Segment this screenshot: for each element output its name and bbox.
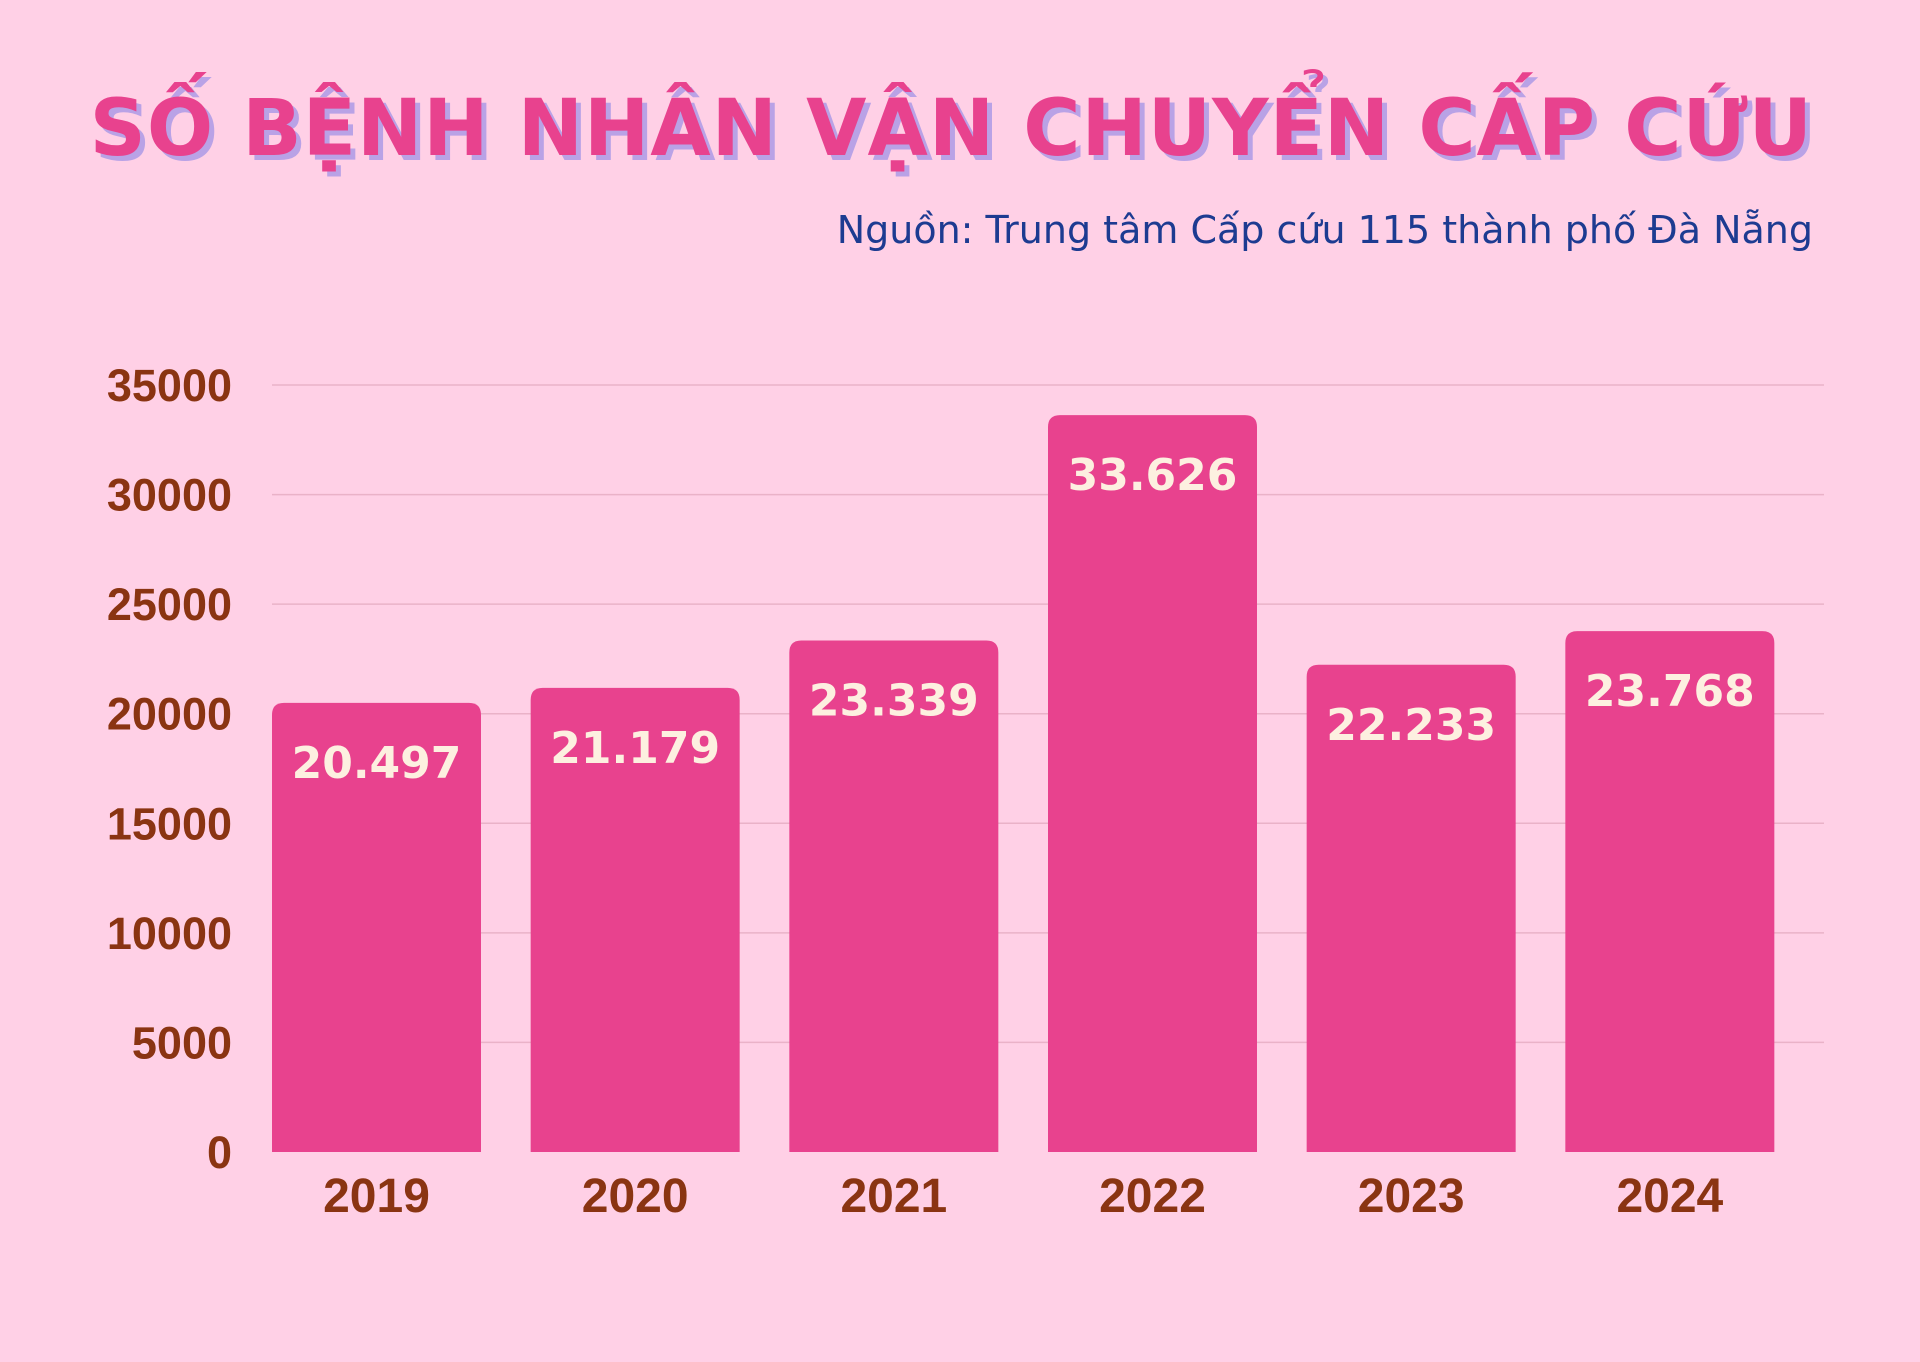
- chart-title: SỐ BỆNH NHÂN VẬN CHUYỂN CẤP CỨU: [89, 84, 1813, 174]
- bar: [530, 687, 740, 1152]
- x-tick-label: 2024: [1616, 1170, 1723, 1223]
- x-tick-label: 2022: [1099, 1170, 1206, 1223]
- bar: [1306, 664, 1516, 1152]
- data-labels: 20.497 21.179 23.339 33.626 22.233 23.768: [292, 450, 1755, 789]
- data-label: 21.179: [550, 723, 720, 774]
- y-tick-label: 35000: [107, 360, 232, 411]
- y-tick-label: 30000: [107, 470, 232, 521]
- y-tick-label: 10000: [107, 908, 232, 959]
- data-label: 22.233: [1326, 700, 1496, 751]
- bar: [1565, 631, 1775, 1152]
- chart-subtitle: Nguồn: Trung tâm Cấp cứu 115 thành phố Đ…: [836, 208, 1813, 252]
- y-tick-label: 25000: [107, 579, 232, 630]
- x-axis-ticks: 2019 2020 2021 2022 2023 2024: [323, 1170, 1723, 1223]
- x-tick-label: 2019: [323, 1170, 430, 1223]
- bar: [789, 640, 999, 1152]
- data-label: 23.768: [1585, 666, 1755, 717]
- data-label: 33.626: [1068, 450, 1238, 501]
- y-tick-label: 0: [207, 1127, 232, 1178]
- data-label: 20.497: [292, 738, 462, 789]
- x-tick-label: 2021: [840, 1170, 947, 1223]
- y-tick-label: 20000: [107, 689, 232, 740]
- x-tick-label: 2023: [1358, 1170, 1465, 1223]
- bars: [272, 415, 1775, 1152]
- y-tick-label: 15000: [107, 798, 232, 849]
- y-axis-ticks: 0 5000 10000 15000 20000 25000 30000 35000: [107, 360, 232, 1178]
- data-label: 23.339: [809, 676, 979, 727]
- y-tick-label: 5000: [132, 1017, 232, 1068]
- bar: [1048, 415, 1257, 1152]
- x-tick-label: 2020: [582, 1170, 689, 1223]
- bar: [272, 702, 481, 1152]
